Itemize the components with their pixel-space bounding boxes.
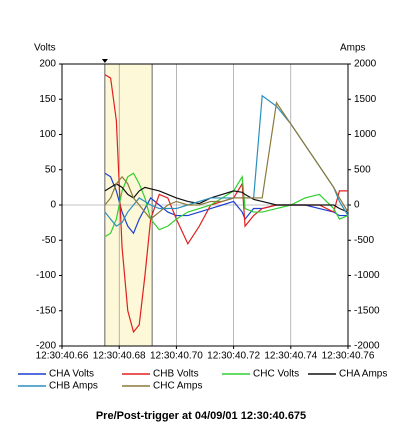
x-tick-label: 12:30:40.70 [150,351,203,362]
y2-axis-title: Amps [340,43,366,54]
y-tick-label: -50 [42,235,57,246]
y-tick-label: -150 [36,305,56,316]
y-tick-label: 100 [39,129,56,140]
y2-tick-label: 2000 [354,59,377,70]
x-tick-label: 12:30:40.68 [93,351,146,362]
trigger-marker [101,59,108,63]
x-tick-label: 12:30:40.66 [36,351,89,362]
x-tick-label: 12:30:40.74 [264,351,317,362]
footer: Pre/Post-trigger at 04/09/01 12:30:40.67… [96,410,306,422]
y2-tick-label: -2000 [354,341,380,352]
y-tick-label: 200 [39,59,56,70]
series-line [104,183,349,213]
y2-tick-label: -1000 [354,270,380,281]
series-line [104,172,349,238]
y2-tick-label: -1500 [354,305,380,316]
x-tick-label: 12:30:40.72 [207,351,260,362]
y-tick-label: -100 [36,270,56,281]
y-tick-label: 50 [45,164,57,175]
y-tick-label: 0 [50,200,56,211]
legend-label: CHB Volts [153,369,199,380]
plot-frame [61,63,349,347]
legend-label: CHC Volts [253,369,299,380]
y2-tick-label: 0 [354,200,360,211]
x-tick-label: 12:30:40.76 [322,351,375,362]
y2-tick-label: 1500 [354,94,377,105]
y-axis-title: Volts [34,43,56,54]
series-line [104,101,349,220]
legend-label: CHC Amps [153,381,202,392]
y-tick-label: 150 [39,94,56,105]
y2-tick-label: 1000 [354,129,377,140]
y-tick-label: -200 [36,341,56,352]
y2-tick-label: 500 [354,164,371,175]
legend-label: CHA Amps [339,369,387,380]
legend-label: CHB Amps [49,381,98,392]
legend-label: CHA Volts [49,369,94,380]
y2-tick-label: -500 [354,235,374,246]
